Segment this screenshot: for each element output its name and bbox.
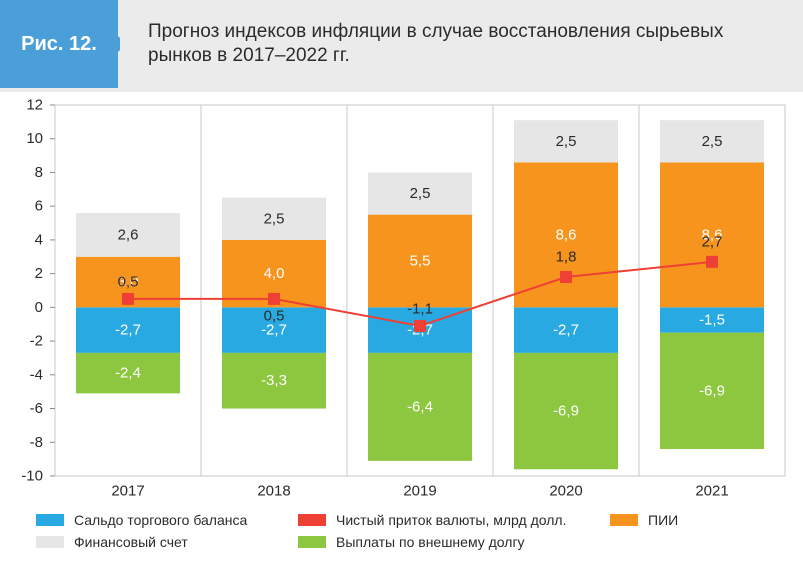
data-label-trade: -2,7 bbox=[261, 322, 287, 339]
bar-debt bbox=[76, 352, 180, 394]
figure-label-badge: Рис. 12. bbox=[0, 0, 120, 88]
bar-financial bbox=[514, 120, 618, 163]
figure-label: Рис. 12. bbox=[21, 32, 97, 55]
bar-trade bbox=[660, 307, 764, 333]
y-tick-label: -6 bbox=[30, 400, 43, 417]
legend-label-debt: Выплаты по внешнему долгу bbox=[336, 534, 525, 550]
plot-frame bbox=[54, 104, 786, 477]
legend-item-debt: Выплаты по внешнему долгу bbox=[298, 534, 525, 550]
bar-debt bbox=[222, 352, 326, 409]
x-tick-label: 2021 bbox=[695, 483, 728, 500]
bar-financial bbox=[222, 197, 326, 240]
data-label-fdi: 5,5 bbox=[410, 252, 431, 269]
bar-fdi bbox=[660, 162, 764, 308]
line-point-net bbox=[268, 292, 280, 305]
legend-label-net: Чистый приток валюты, млрд долл. bbox=[336, 512, 567, 528]
bar-trade bbox=[222, 307, 326, 353]
data-label-financial: 2,5 bbox=[410, 185, 431, 202]
bar-debt bbox=[660, 332, 764, 450]
data-label-net: -1,1 bbox=[407, 300, 433, 317]
y-tick-label: 8 bbox=[35, 164, 43, 181]
bar-trade bbox=[76, 307, 180, 353]
chart: -10 -8 -6 -4 -2 0 2 4 6 8 10 12 -2,7 -2,4 3,0 2,6 2017 -2… bbox=[21, 97, 786, 500]
y-tick-label: 0 bbox=[35, 299, 43, 316]
bar-fdi bbox=[368, 214, 472, 308]
data-label-debt: -3,3 bbox=[261, 372, 287, 389]
data-label-net: 0,5 bbox=[118, 273, 139, 290]
y-tick-label: 4 bbox=[35, 231, 43, 248]
bar-financial bbox=[368, 172, 472, 215]
data-label-debt: -6,9 bbox=[699, 382, 725, 399]
legend-swatch-net bbox=[298, 514, 326, 526]
bar-debt bbox=[514, 352, 618, 470]
line-point-net bbox=[560, 271, 572, 284]
legend-label-financial: Финансовый счет bbox=[74, 534, 188, 550]
data-label-trade: -2,7 bbox=[553, 322, 579, 339]
y-tick-label: -10 bbox=[21, 468, 43, 485]
x-tick-label: 2018 bbox=[257, 483, 290, 500]
y-tick-label: 2 bbox=[35, 265, 43, 282]
x-tick-label: 2020 bbox=[549, 483, 582, 500]
bar-trade bbox=[514, 307, 618, 353]
legend-label-fdi: ПИИ bbox=[648, 512, 679, 528]
y-tick-label: 6 bbox=[35, 198, 43, 215]
y-tick-label: -2 bbox=[30, 333, 43, 350]
x-tick-label: 2019 bbox=[403, 483, 436, 500]
data-label-net: 0,5 bbox=[264, 307, 285, 324]
legend-swatch-debt bbox=[298, 536, 326, 548]
data-label-debt: -2,4 bbox=[115, 365, 141, 382]
y-tick-label: 12 bbox=[26, 97, 43, 114]
figure-label-shape bbox=[0, 0, 120, 88]
data-label-net: 2,7 bbox=[702, 233, 723, 250]
y-tick-label: 10 bbox=[26, 130, 43, 147]
legend-swatch-trade bbox=[36, 514, 64, 526]
legend-item-net: Чистый приток валюты, млрд долл. bbox=[298, 512, 566, 528]
legend-item-trade: Сальдо торгового баланса bbox=[36, 512, 247, 528]
legend-swatch-fdi bbox=[610, 514, 638, 526]
data-label-fdi: 3,0 bbox=[118, 274, 139, 291]
bar-financial bbox=[76, 212, 180, 257]
legend-item-fdi: ПИИ bbox=[610, 512, 678, 528]
y-tick-label: -8 bbox=[30, 434, 43, 451]
data-label-debt: -6,9 bbox=[553, 403, 579, 420]
line-point-net bbox=[122, 292, 134, 305]
bar-debt bbox=[368, 352, 472, 461]
legend: Сальдо торгового баланса Финансовый счет… bbox=[0, 508, 803, 561]
data-label-fdi: 4,0 bbox=[264, 265, 285, 282]
line-point-net bbox=[706, 255, 718, 268]
data-label-trade: -2,7 bbox=[115, 322, 141, 339]
data-label-financial: 2,5 bbox=[556, 133, 577, 150]
data-label-fdi: 8,6 bbox=[702, 226, 723, 243]
figure-title: Прогноз индексов инфляции в случае восст… bbox=[148, 21, 724, 66]
line-point-net bbox=[414, 319, 426, 332]
legend-label-trade: Сальдо торгового баланса bbox=[74, 512, 248, 528]
data-label-fdi: 8,6 bbox=[556, 226, 577, 243]
legend-item-financial: Финансовый счет bbox=[36, 534, 188, 550]
data-label-net: 1,8 bbox=[556, 249, 577, 266]
data-label-trade: -1,5 bbox=[699, 312, 725, 329]
data-label-financial: 2,5 bbox=[264, 210, 285, 227]
legend-swatch-financial bbox=[36, 536, 64, 548]
bar-fdi bbox=[514, 162, 618, 308]
x-tick-label: 2017 bbox=[111, 483, 144, 500]
data-label-financial: 2,5 bbox=[702, 133, 723, 150]
header-band bbox=[0, 0, 803, 92]
y-tick-label: -4 bbox=[30, 366, 43, 383]
data-label-debt: -6,4 bbox=[407, 398, 433, 415]
data-label-financial: 2,6 bbox=[118, 226, 139, 243]
bar-financial bbox=[660, 120, 764, 163]
